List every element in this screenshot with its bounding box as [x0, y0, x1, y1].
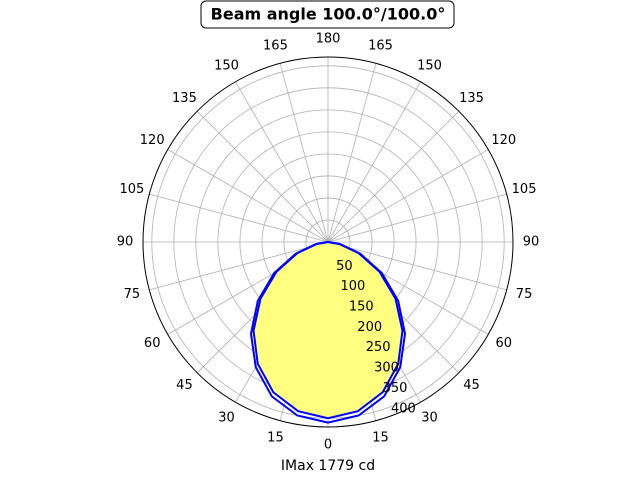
r-tick-label: 50 — [336, 259, 353, 274]
r-tick-label: 200 — [357, 320, 382, 335]
r-tick-label: 250 — [366, 340, 391, 355]
grid-spoke — [149, 241, 329, 291]
theta-tick-label: 105 — [512, 182, 537, 197]
grid-spoke — [149, 193, 329, 243]
grid-spoke — [327, 149, 489, 243]
theta-tick-label: 60 — [144, 336, 161, 351]
r-tick-label: 100 — [340, 279, 365, 294]
grid-spoke — [327, 193, 507, 243]
r-tick-label: 150 — [349, 300, 374, 315]
theta-tick-label: 165 — [263, 38, 288, 53]
x-axis-label: IMax 1779 cd — [281, 458, 375, 474]
grid-spoke — [167, 149, 329, 243]
r-tick-label: 400 — [391, 401, 416, 416]
polar-frame — [142, 56, 514, 428]
theta-tick-label: 105 — [120, 182, 145, 197]
grid-spoke — [327, 81, 421, 243]
theta-tick-label: 165 — [368, 38, 393, 53]
grid-spoke — [196, 110, 329, 243]
r-tick-label: 350 — [383, 381, 408, 396]
theta-tick-label: 45 — [463, 378, 480, 393]
theta-tick-label: 135 — [172, 91, 197, 106]
theta-tick-label: 135 — [459, 91, 484, 106]
grid-spoke — [327, 241, 507, 291]
r-tick-label: 300 — [374, 361, 399, 376]
theta-tick-label: 30 — [421, 410, 438, 425]
theta-tick-label: 0 — [324, 438, 332, 453]
theta-tick-label: 60 — [496, 336, 513, 351]
theta-tick-label: 15 — [267, 431, 284, 446]
chart-title: Beam angle 100.0°/100.0° — [211, 5, 446, 24]
theta-tick-label: 150 — [214, 59, 239, 74]
intensity-line — [249, 240, 407, 424]
theta-tick-label: 75 — [124, 287, 141, 302]
theta-tick-label: 180 — [316, 32, 341, 47]
theta-tick-label: 120 — [140, 133, 165, 148]
theta-tick-label: 45 — [176, 378, 193, 393]
theta-tick-label: 90 — [523, 235, 540, 250]
theta-tick-label: 150 — [417, 59, 442, 74]
grid-spoke — [235, 81, 329, 243]
theta-tick-label: 90 — [117, 235, 134, 250]
theta-tick-label: 75 — [516, 287, 533, 302]
grid-spoke — [327, 110, 460, 243]
grid-spoke — [279, 63, 329, 243]
theta-tick-label: 15 — [372, 431, 389, 446]
theta-tick-label: 120 — [491, 133, 516, 148]
theta-tick-label: 30 — [218, 410, 235, 425]
title-box — [200, 0, 455, 29]
grid-spoke — [327, 63, 377, 243]
